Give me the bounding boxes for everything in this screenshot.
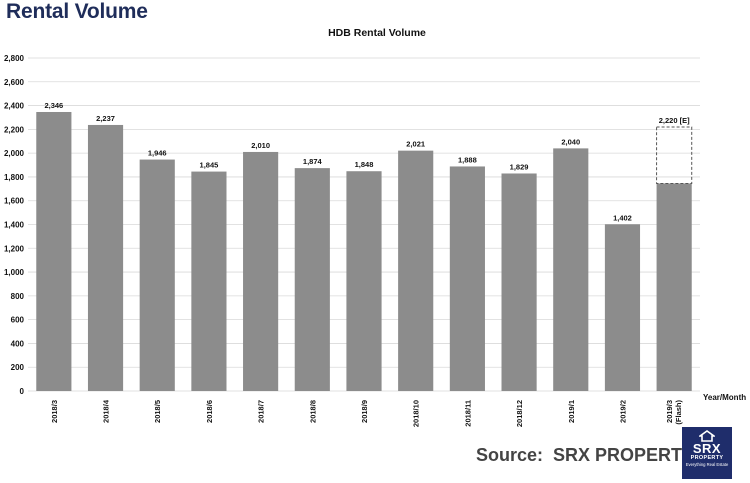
bar: [139, 159, 175, 391]
y-tick-label: 2,400: [4, 102, 25, 111]
x-tick-label: 2018/7: [257, 400, 266, 423]
page-title: Rental Volume: [6, 0, 148, 23]
data-label: 2,010: [251, 141, 270, 150]
data-label: 2,040: [561, 137, 580, 146]
y-axis-ticks: 0 200 400 600 800 1,000 1,200 1,400 1,600 1,800 2,…: [4, 54, 25, 396]
data-label: 1,946: [148, 149, 167, 158]
y-tick-label: 1,200: [4, 244, 25, 253]
data-label: 1,829: [510, 162, 529, 171]
y-tick-label: 400: [11, 339, 25, 348]
y-tick-label: 2,000: [4, 149, 25, 158]
y-tick-label: 2,200: [4, 125, 25, 134]
bar: [87, 124, 124, 391]
x-axis-label: Year/Month: [703, 393, 746, 402]
chart-title: HDB Rental Volume: [328, 27, 426, 39]
x-tick-label: 2018/5: [153, 400, 162, 423]
data-label: 2,346: [44, 101, 63, 110]
bar: [501, 173, 537, 391]
bar: [449, 166, 485, 391]
bar: [294, 168, 330, 391]
y-tick-label: 0: [20, 387, 25, 396]
srx-logo: SRX PROPERTY Everything Real Estate: [682, 427, 732, 479]
x-tick-label: 2018/10: [412, 400, 421, 427]
data-labels: 2,346 2,237 1,946 1,845 2,010 1,874 1,848 2,021…: [44, 101, 690, 222]
x-tick-label: 2018/9: [360, 400, 369, 423]
y-tick-label: 200: [11, 363, 25, 372]
x-tick-label: 2018/3: [50, 400, 59, 423]
data-label: 2,021: [406, 140, 425, 149]
bars: [36, 111, 693, 392]
hdb-rental-volume-chart: HDB Rental Volume 0 200 400 600 800 1,000 1,20…: [4, 27, 746, 427]
bar: [656, 183, 692, 391]
bar: [604, 224, 641, 391]
data-label: 1,845: [200, 161, 219, 170]
bar: [553, 148, 589, 391]
data-label: 2,237: [96, 114, 115, 123]
x-tick-label: 2018/8: [308, 400, 317, 423]
x-tick-label: 2019/3(Flash): [665, 400, 683, 425]
data-label: 1,874: [303, 157, 323, 166]
x-tick-label: 2018/12: [515, 400, 524, 427]
bar: [398, 150, 434, 391]
bar: [346, 171, 382, 391]
x-axis-ticks: 2018/3 2018/4 2018/5 2018/6 2018/7 2018/8 2018…: [50, 399, 683, 427]
x-tick-label: 2018/4: [102, 399, 111, 423]
x-tick-label: 2018/6: [205, 400, 214, 423]
logo-sub: PROPERTY: [690, 455, 724, 461]
x-tick-label: 2019/2: [618, 400, 627, 423]
y-tick-label: 1,800: [4, 173, 25, 182]
bar: [243, 151, 279, 391]
estimate-box: [656, 126, 693, 184]
logo-tagline: Everything Real Estate: [685, 462, 729, 467]
data-label: 1,402: [613, 213, 632, 222]
source-credit: Source: SRX PROPERTY: [476, 445, 695, 465]
data-label: 1,848: [355, 160, 374, 169]
y-tick-label: 1,400: [4, 221, 25, 230]
data-label: 1,888: [458, 155, 477, 164]
y-tick-label: 1,000: [4, 268, 25, 277]
y-tick-label: 2,800: [4, 54, 25, 63]
bar: [191, 171, 227, 391]
x-tick-label: 2018/11: [463, 400, 472, 427]
x-tick-label: 2019/1: [567, 400, 576, 423]
logo-name: SRX: [692, 441, 722, 456]
house-icon: [699, 430, 715, 442]
y-tick-label: 800: [11, 292, 25, 301]
estimate-label: 2,220 [E]: [659, 116, 690, 125]
y-tick-label: 2,600: [4, 78, 25, 87]
bar: [36, 111, 72, 392]
y-tick-label: 1,600: [4, 197, 25, 206]
y-tick-label: 600: [11, 316, 25, 325]
